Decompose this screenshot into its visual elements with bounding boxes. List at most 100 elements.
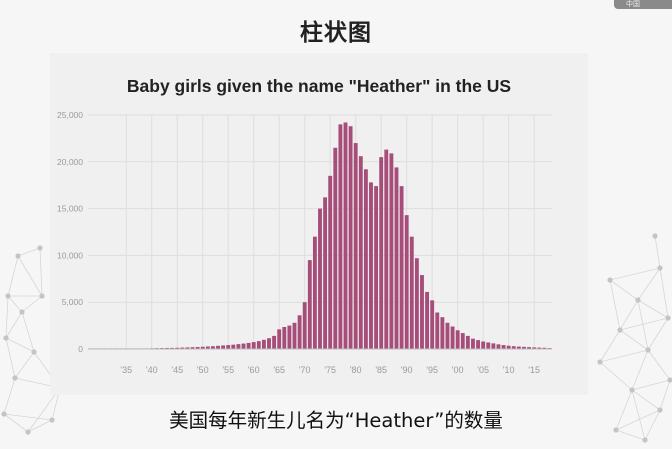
network-lines [1,233,672,443]
network-node [49,417,55,423]
bar [506,345,511,349]
bar [537,347,542,349]
network-node [635,297,641,303]
bar [389,153,394,349]
x-tick-label: '15 [528,365,540,375]
bar [261,339,266,349]
network-line [609,279,621,331]
network-node [617,327,623,333]
bar [221,345,226,349]
bar [195,347,200,349]
network-line [27,387,61,433]
x-tick-label: '65 [273,365,285,375]
network-line [637,299,669,319]
bar [318,208,322,349]
slide-caption: 美国每年新生儿名为“Heather”的数量 [169,409,503,432]
bar [241,343,246,349]
bar [200,346,205,349]
network-node [657,407,663,413]
bar [210,346,215,349]
bar [328,175,333,349]
bar [384,149,389,349]
bar [374,186,379,349]
bar [292,322,297,349]
x-tick-label: '85 [375,365,387,375]
network-line [5,295,9,339]
x-tick-label: '55 [222,365,234,375]
network-line [619,317,669,331]
network-line [27,419,53,433]
network-line [3,413,53,421]
network-node [667,377,672,383]
bar [333,147,338,349]
network-line [599,349,649,363]
x-tick-label: '70 [299,365,311,375]
bar [496,344,501,349]
bar [394,167,399,349]
network-line [609,279,639,301]
network-line [599,329,621,363]
network-line [644,409,661,441]
bar [226,345,231,349]
bar [246,342,251,349]
network-node [31,349,37,355]
network-line [659,379,671,411]
bar [267,338,271,349]
network-line [619,299,639,331]
bar [455,330,460,349]
network-line [647,317,669,351]
x-tick-label: '80 [350,365,362,375]
bar [256,341,261,349]
bar [323,197,328,349]
x-tick-label: '05 [477,365,489,375]
y-tick-label: 0 [78,344,83,354]
network-line [17,247,41,257]
bar [236,344,241,349]
network-line [599,361,633,391]
bar [190,347,195,349]
network-line [659,267,669,319]
bar [435,312,440,349]
network-node [629,387,635,393]
bar [476,340,481,349]
network-line [647,349,671,381]
bar [430,300,435,349]
bar [532,347,537,349]
network-node [15,253,21,259]
network-node [37,245,43,251]
x-tick-label: '95 [426,365,438,375]
network-line [3,377,16,415]
network-node [645,347,651,353]
network-node [597,359,603,365]
bar [465,335,470,349]
network-line [631,349,649,391]
bar [282,327,287,349]
bar [272,335,277,349]
network-node [19,309,25,315]
network-node [39,293,45,299]
network-line [3,413,29,433]
network-node [657,265,663,271]
bar [425,291,430,349]
bar [353,143,358,349]
bar [165,347,169,349]
network-line [615,389,633,431]
bar [516,346,521,349]
x-tick-label: '35 [120,365,132,375]
x-tick-label: '45 [171,365,183,375]
bar [363,169,368,349]
bar [180,347,185,349]
network-line [631,379,671,391]
chart-card: 0 5,000 10,000 15,000 20,000 25,000 '35 '40 '45 '… [50,53,588,395]
bar [481,341,486,349]
bar [307,260,312,349]
network-line [39,247,43,297]
network-node [1,411,7,417]
x-tick-label: '10 [503,365,515,375]
bar [440,317,445,349]
y-tick-label: 15,000 [57,204,83,214]
network-line [631,389,646,441]
bar [491,343,496,349]
bar [287,325,292,349]
